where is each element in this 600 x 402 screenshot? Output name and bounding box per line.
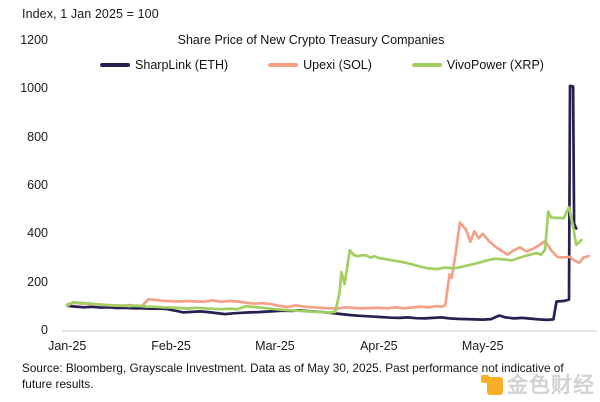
y-tick-label-1000: 1000 [20, 81, 48, 96]
series-line-upexi-sol [65, 221, 591, 310]
watermark: 金色财经 [481, 369, 595, 399]
x-tick-label-feb-25: Feb-25 [151, 339, 191, 353]
axis-index-note: Index, 1 Jan 2025 = 100 [22, 7, 159, 21]
series-line-vivopower-xrp [65, 205, 583, 314]
legend-label: VivoPower (XRP) [446, 58, 544, 72]
x-tick-label-mar-25: Mar-25 [255, 339, 295, 353]
source-note: Source: Bloomberg, Grayscale Investment.… [22, 361, 564, 391]
legend-label: SharpLink (ETH) [135, 58, 229, 72]
x-tick-label-may-25: May-25 [461, 339, 504, 353]
y-tick-label-1200: 1200 [20, 33, 48, 47]
x-tick-label-apr-25: Apr-25 [360, 339, 398, 353]
chart-title: Share Price of New Crypto Treasury Compa… [177, 33, 445, 47]
watermark-text: 金色财经 [507, 374, 595, 397]
y-tick-label-200: 200 [27, 274, 48, 289]
legend-item-upexi-sol: Upexi (SOL) [268, 58, 372, 72]
legend-item-vivopower-xrp: VivoPower (XRP) [411, 58, 544, 72]
jinse-finance-logo-icon [481, 373, 503, 395]
series-line-sharplink-eth [65, 84, 578, 322]
legend-item-sharplink-eth: SharpLink (ETH) [100, 58, 228, 72]
x-tick-label-jan-25: Jan-25 [48, 339, 87, 353]
y-tick-label-400: 400 [27, 226, 48, 241]
y-tick-label-600: 600 [27, 178, 48, 192]
legend-label: Upexi (SOL) [303, 58, 372, 72]
y-tick-label-0: 0 [41, 323, 48, 337]
upexi-line-swatch [268, 63, 299, 67]
vivopower-line-swatch [411, 63, 442, 67]
sharplink-line-swatch [100, 63, 131, 67]
y-tick-label-800: 800 [27, 129, 48, 144]
chart-legend: SharpLink (ETH) Upexi (SOL) VivoPower (X… [100, 58, 544, 72]
